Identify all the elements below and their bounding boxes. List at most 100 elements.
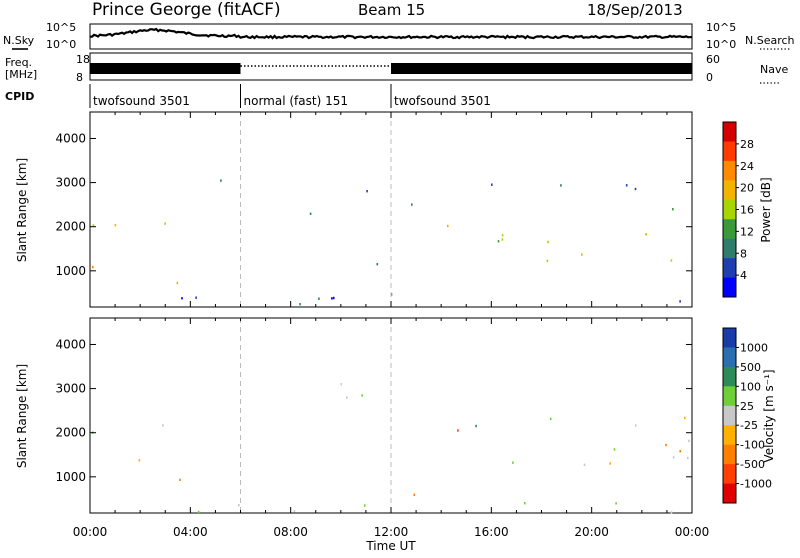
velocity-cell-2-0 <box>179 478 181 481</box>
time-tick-1: 04:00 <box>173 525 208 539</box>
velocity-cbar-swatch-2 <box>723 366 736 387</box>
power-cell-16-0 <box>625 184 628 187</box>
velocity-cell-10-5 <box>549 417 552 421</box>
power-cell-14-0 <box>497 240 500 243</box>
time-axis-label: Time UT <box>365 539 416 553</box>
power-cbar-label-0: 28 <box>740 138 754 151</box>
power-cell-16-1 <box>634 187 637 191</box>
velocity-cell-5-2 <box>346 396 348 399</box>
velocity-cell-11-1 <box>679 450 681 453</box>
power-cell-13-1 <box>581 253 583 256</box>
power-cbar-label-6: 4 <box>740 269 747 282</box>
power-cbar-swatch-1 <box>723 141 736 162</box>
power-cbar-label-2: 20 <box>740 182 754 195</box>
nsky-axis-top: 10^5 <box>46 21 76 34</box>
nsky-label: N.Sky <box>3 34 35 47</box>
noise-sky-line <box>90 27 693 40</box>
velocity-ytick-label-0: 4000 <box>55 337 86 351</box>
velocity-cell-6-0 <box>413 493 416 496</box>
velocity-cbar-label-2: 100 <box>740 380 761 393</box>
velocity-cbar-frame <box>722 327 737 504</box>
velocity-cell-12-2 <box>524 502 526 505</box>
power-cbar-swatch-4 <box>723 199 736 220</box>
time-tick-5: 20:00 <box>574 525 609 539</box>
power-cbar-swatch-6 <box>723 238 736 259</box>
velocity-cbar-label-3: 25 <box>740 400 754 413</box>
power-cell-0-1 <box>114 224 117 227</box>
velocity-cbar-label-7: -1000 <box>740 478 772 491</box>
power-cbar-swatch-0 <box>723 122 736 142</box>
time-tick-2: 08:00 <box>273 525 308 539</box>
velocity-ytick-label-3: 1000 <box>55 470 86 484</box>
power-cell-17-4 <box>331 297 333 300</box>
power-cell-16-3 <box>491 183 493 186</box>
time-tick-4: 16:00 <box>474 525 509 539</box>
velocity-cell-10-7 <box>609 462 611 465</box>
velocity-cell-5-1 <box>340 383 343 386</box>
power-cell-12-0 <box>447 224 449 228</box>
time-tick-3: 12:00 <box>374 525 409 539</box>
cpid-label-2: twofsound 3501 <box>394 94 491 108</box>
velocity-cell-10-1 <box>613 448 616 451</box>
velocity-cell-12-5 <box>293 509 296 513</box>
power-cell-5-0 <box>220 179 222 182</box>
power-cell-17-3 <box>299 303 301 306</box>
power-cell-9-0 <box>411 203 413 206</box>
power-cell-13-0 <box>546 259 549 263</box>
velocity-cell-8-0 <box>457 429 459 432</box>
freq-block-0 <box>90 63 241 74</box>
power-cell-17-7 <box>318 297 320 300</box>
power-cell-17-0 <box>195 296 197 299</box>
velocity-cell-12-1 <box>363 504 366 507</box>
nave-axis-top: 60 <box>706 53 720 66</box>
power-cbar-label-3: 16 <box>740 204 754 217</box>
velocity-colorbar-label: Velocity [m s⁻¹] <box>762 369 776 462</box>
velocity-cell-12-4 <box>238 503 240 507</box>
velocity-ylabel: Slant Range [km] <box>15 364 29 468</box>
time-axis: 00:00 04:00 08:00 12:00 16:00 20:00 00:00 <box>73 525 710 539</box>
velocity-cbar-label-0: 1000 <box>740 341 768 354</box>
power-cell-17-1 <box>181 297 183 300</box>
power-colorbar: 28 24 20 16 12 8 4 <box>722 121 754 298</box>
power-ylabel: Slant Range [km] <box>15 158 29 262</box>
velocity-cbar-swatch-8 <box>723 483 736 504</box>
freq-axis-top: 18 <box>76 53 90 66</box>
velocity-cbar-swatch-3 <box>723 386 736 407</box>
freq-block-2 <box>391 63 692 74</box>
power-ytick-label-3: 1000 <box>55 264 86 278</box>
velocity-cell-10-6 <box>687 456 689 460</box>
power-cbar-label-4: 12 <box>740 225 754 238</box>
freq-bars <box>90 63 692 74</box>
time-tick-6: 00:00 <box>675 525 710 539</box>
power-cell-14-1 <box>547 240 549 244</box>
power-cell-12-1 <box>501 238 504 241</box>
velocity-cell-10-0 <box>672 456 675 459</box>
power-cell-14-3 <box>645 233 647 236</box>
cpid-strip: twofsound 3501 normal (fast) 151 twofsound… <box>89 84 491 108</box>
power-cell-7-0 <box>376 263 379 266</box>
velocity-cell-12-6 <box>615 502 617 505</box>
power-cell-14-2 <box>501 234 504 237</box>
beam-label: Beam 15 <box>358 1 425 19</box>
power-cbar-label-1: 24 <box>740 160 754 173</box>
velocity-cbar-label-5: -100 <box>740 439 765 452</box>
power-cell-13-2 <box>670 259 673 262</box>
velocity-cbar-swatch-4 <box>723 405 736 426</box>
nave-label: Nave <box>760 63 788 76</box>
nsky-axis-bottom: 10^0 <box>46 38 76 51</box>
cpid-label: CPID <box>5 90 34 103</box>
power-cbar-label-5: 8 <box>740 247 747 260</box>
power-cell-16-2 <box>560 184 562 187</box>
power-cbar-swatch-7 <box>723 258 736 278</box>
velocity-cbar-swatch-1 <box>723 347 736 368</box>
freq-axis-bottom: 8 <box>76 71 83 84</box>
velocity-cell-5-0 <box>361 394 363 397</box>
power-cbar-swatch-3 <box>723 180 736 201</box>
freq-unit-label: [MHz] <box>5 68 37 81</box>
power-cell-3-0 <box>176 281 179 285</box>
nsearch-axis-top: 10^5 <box>706 21 736 34</box>
power-cell-15-0 <box>672 208 674 211</box>
velocity-cell-0-1 <box>138 459 141 462</box>
velocity-ytick-label-1: 3000 <box>55 382 86 396</box>
